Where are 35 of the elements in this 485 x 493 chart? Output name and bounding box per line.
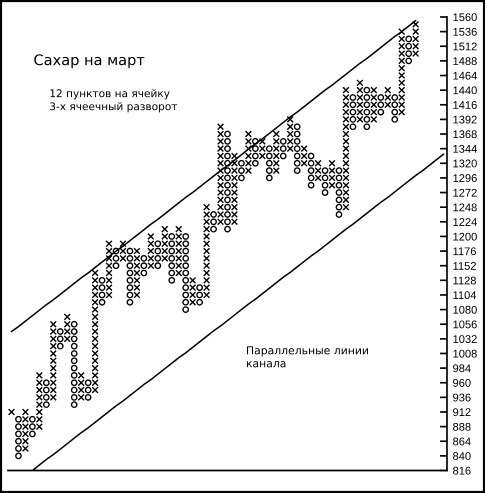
y-tick-label: 1344: [453, 144, 477, 153]
y-tick-label: 1152: [453, 262, 476, 270]
y-tick-label: 984: [453, 364, 471, 372]
y-tick-label: 1416: [453, 101, 477, 109]
y-tick-label: 912: [453, 408, 471, 416]
y-tick-label: 1536: [453, 28, 477, 36]
text: Сахар на март: [34, 54, 144, 68]
y-tick-label: 1392: [453, 116, 477, 124]
y-tick-label: 936: [453, 394, 471, 402]
y-tick-label: 816: [453, 466, 471, 475]
y-tick-label: 1128: [453, 276, 476, 284]
y-tick-label: 1296: [453, 174, 477, 182]
y-tick-label: 1272: [453, 188, 477, 197]
y-tick-label: 1104: [453, 291, 476, 300]
y-tick-label: 1176: [453, 247, 476, 256]
y-tick-label: 1080: [453, 306, 477, 314]
y-tick-label: 1488: [453, 57, 477, 66]
y-tick-label: 1512: [453, 42, 477, 50]
y-tick-label: 1200: [453, 232, 477, 241]
y-tick-label: 1320: [453, 160, 477, 168]
y-tick-label: 1032: [453, 335, 477, 343]
annotation: Параллельные линии канала: [246, 346, 368, 368]
y-tick-label: 1560: [453, 13, 477, 22]
y-tick-label: 1008: [453, 350, 477, 358]
y-tick-label: 1224: [453, 218, 477, 226]
y-tick-label: 1464: [453, 72, 477, 80]
y-tick-label: 1440: [453, 86, 477, 94]
text: 12 пунктов на ячейку 3-х ячеечный разворот: [50, 89, 178, 112]
y-tick-label: 864: [453, 438, 471, 446]
y-tick-label: 888: [453, 422, 471, 431]
y-tick-label: 1368: [453, 130, 477, 138]
y-tick-label: 1056: [453, 320, 477, 328]
y-tick-label: 1248: [453, 203, 477, 212]
y-tick-label: 840: [453, 452, 471, 460]
y-tick-label: 960: [453, 378, 471, 387]
